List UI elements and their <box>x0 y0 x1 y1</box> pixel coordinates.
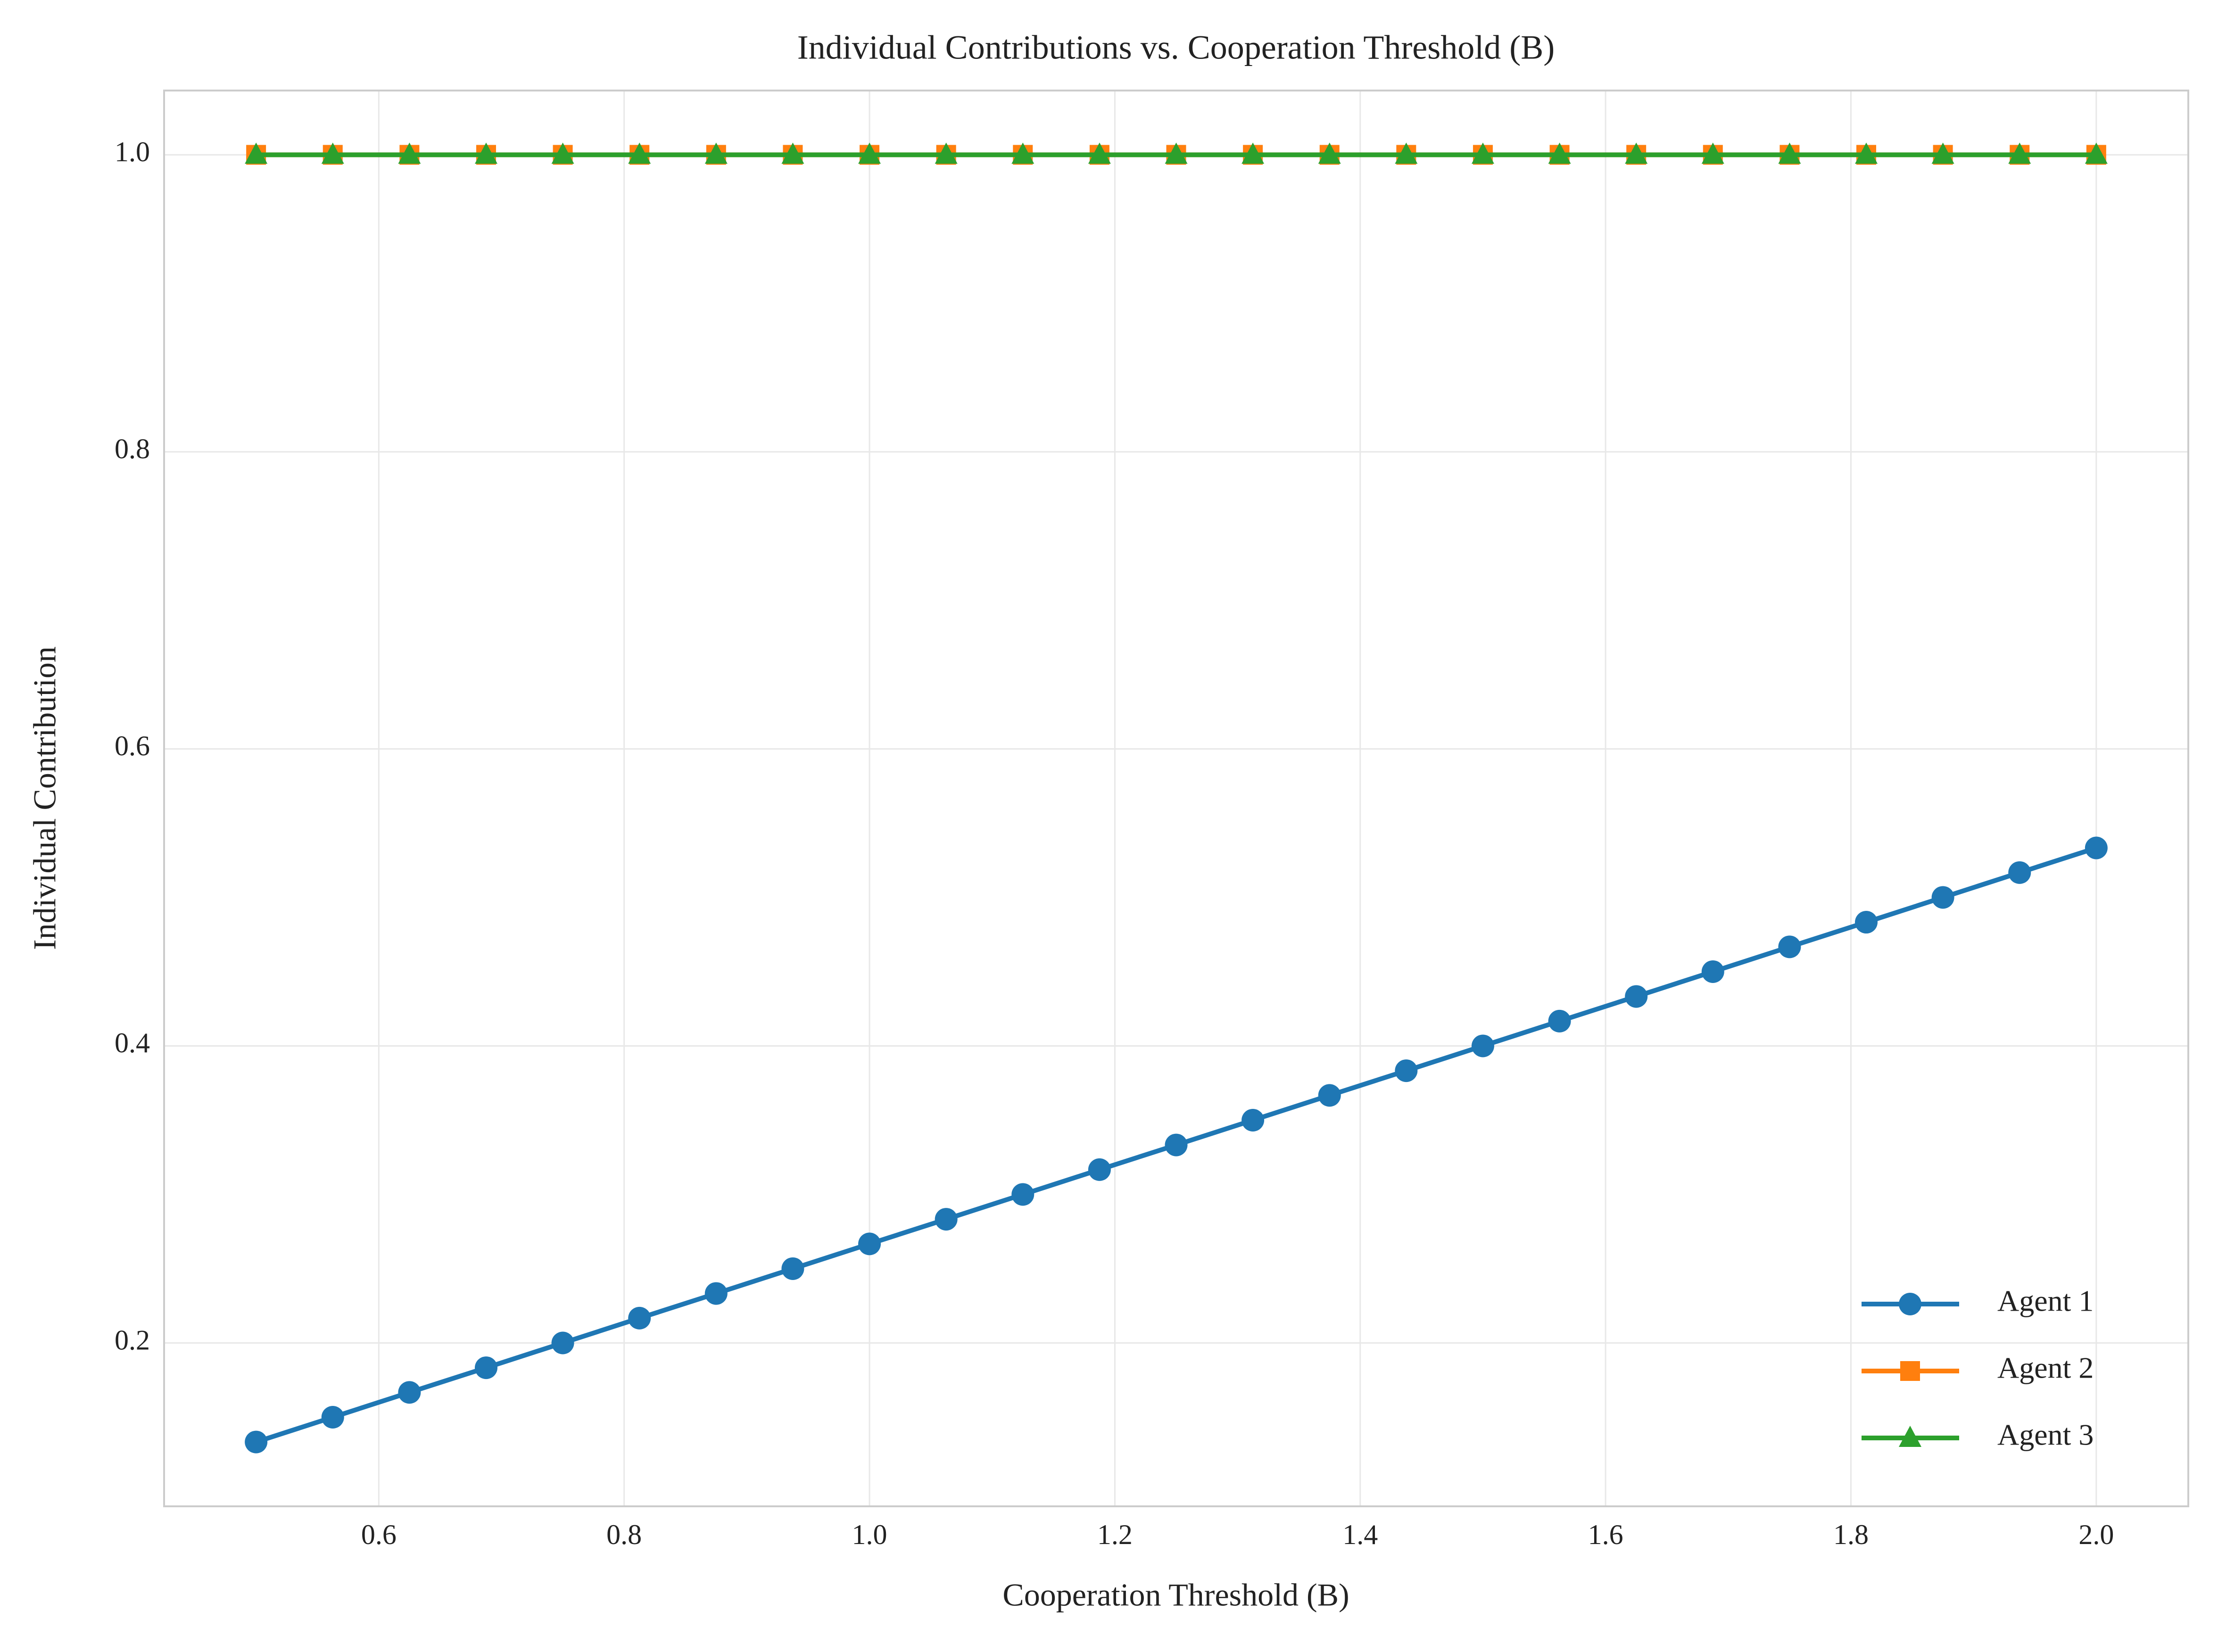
y-tick-label: 0.2 <box>115 1324 150 1355</box>
marker <box>858 142 881 164</box>
marker <box>245 1430 268 1454</box>
marker <box>1899 1293 1921 1315</box>
marker <box>781 142 804 164</box>
marker <box>1011 142 1035 164</box>
marker <box>474 1356 497 1379</box>
x-axis-label: Cooperation Threshold (B) <box>1002 1577 1349 1613</box>
marker <box>1855 911 1878 934</box>
plot-frame <box>163 90 2189 1507</box>
marker <box>1241 142 1265 164</box>
marker <box>1548 1009 1571 1032</box>
marker <box>858 1232 881 1256</box>
marker <box>2008 142 2031 164</box>
marker <box>935 1208 958 1231</box>
marker <box>1701 960 1724 983</box>
marker <box>1778 142 1801 164</box>
marker <box>1241 1108 1265 1132</box>
marker <box>2008 861 2031 884</box>
y-tick-label: 0.4 <box>115 1027 150 1058</box>
marker <box>1548 142 1571 164</box>
marker <box>398 1381 421 1404</box>
y-tick-label: 1.0 <box>115 136 150 167</box>
y-tick-label: 0.8 <box>115 433 150 464</box>
marker <box>474 142 497 164</box>
marker <box>781 1257 804 1280</box>
marker <box>1395 142 1418 164</box>
marker <box>2085 836 2108 859</box>
marker <box>551 142 574 164</box>
marker <box>935 142 958 164</box>
y-axis-label: Individual Contribution <box>27 646 63 950</box>
legend-label: Agent 2 <box>1997 1351 2094 1385</box>
marker <box>1900 1361 1920 1381</box>
marker <box>1778 935 1801 958</box>
marker <box>551 1331 574 1355</box>
marker <box>1318 142 1341 164</box>
marker <box>1471 142 1494 164</box>
chart-title: Individual Contributions vs. Cooperation… <box>797 29 1555 66</box>
x-tick-label: 1.0 <box>852 1519 887 1550</box>
x-tick-label: 1.4 <box>1342 1519 1378 1550</box>
marker <box>628 1306 651 1330</box>
x-tick-label: 0.8 <box>606 1519 642 1550</box>
marker <box>1395 1059 1418 1082</box>
marker <box>398 142 421 164</box>
marker <box>1899 1426 1921 1447</box>
marker <box>1931 142 1954 164</box>
marker <box>1855 142 1878 164</box>
legend-label: Agent 1 <box>1997 1284 2094 1318</box>
x-tick-label: 2.0 <box>2078 1519 2114 1550</box>
marker <box>1011 1183 1035 1206</box>
legend: Agent 1 Agent 2 Agent 3 <box>1862 1284 2094 1452</box>
legend-label: Agent 3 <box>1997 1418 2094 1452</box>
x-tick-label: 1.8 <box>1833 1519 1869 1550</box>
marker <box>1088 1158 1111 1181</box>
marker <box>1165 1133 1188 1156</box>
marker <box>1318 1084 1341 1107</box>
marker <box>1701 142 1724 164</box>
marker <box>1088 142 1111 164</box>
marker <box>321 142 344 164</box>
x-tick-label: 1.2 <box>1097 1519 1133 1550</box>
marker <box>245 142 268 164</box>
x-tick-label: 1.6 <box>1588 1519 1623 1550</box>
marker <box>704 1282 728 1305</box>
marker <box>2085 142 2108 164</box>
marker <box>321 1405 344 1429</box>
marker <box>628 142 651 164</box>
marker <box>704 142 728 164</box>
marker <box>1625 985 1648 1008</box>
marker <box>1931 886 1954 909</box>
marker <box>1471 1034 1494 1057</box>
y-tick-label: 0.6 <box>115 730 150 761</box>
x-tick-label: 0.6 <box>361 1519 397 1550</box>
marker <box>1625 142 1648 164</box>
marker <box>1165 142 1188 164</box>
